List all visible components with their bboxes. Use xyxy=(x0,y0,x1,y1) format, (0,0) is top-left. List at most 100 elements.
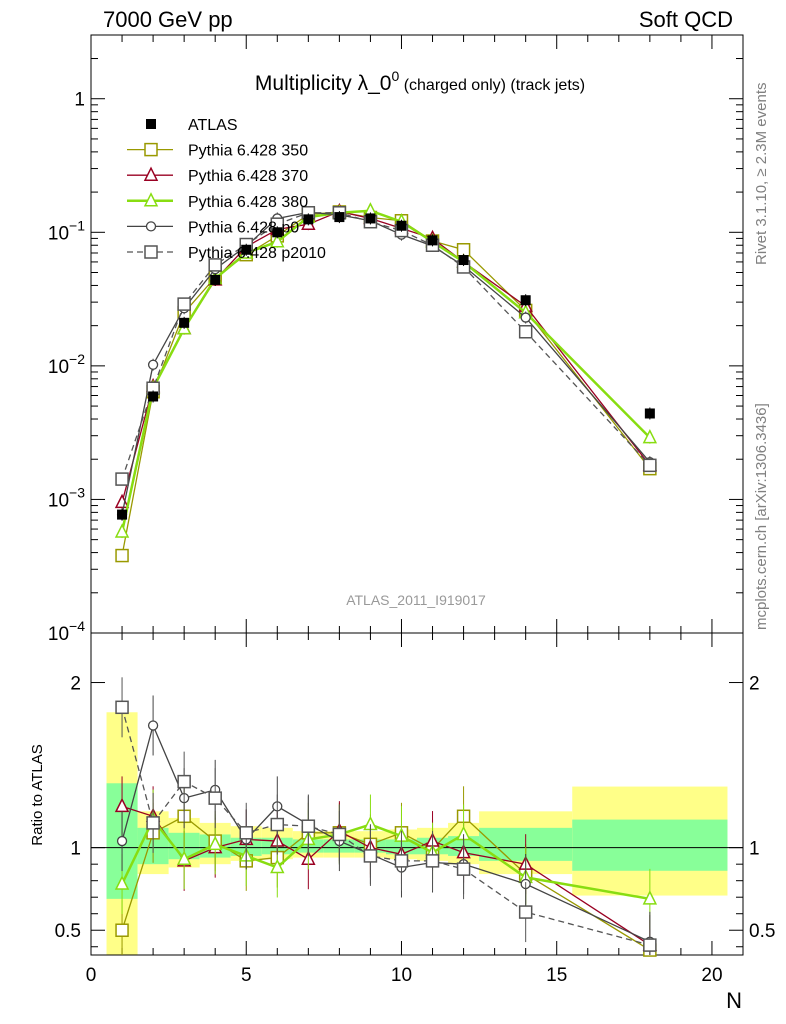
y-tick-label-1: 10−3 xyxy=(48,484,85,511)
series-point-0-2 xyxy=(179,317,190,328)
x-tick-label-4: 20 xyxy=(701,965,722,986)
x-tick-label-3: 15 xyxy=(546,965,567,986)
series-point-0-6 xyxy=(303,214,314,225)
y-tick-label-4: 1 xyxy=(74,90,85,111)
legend-entry-2: Pythia 6.428 370 xyxy=(127,166,308,185)
band-green-13 xyxy=(572,819,728,871)
legend-marker-5 xyxy=(144,245,158,259)
y-tick-label-3: 10−1 xyxy=(48,217,85,244)
ratio-point-5-2 xyxy=(177,774,191,789)
series-point-1-0 xyxy=(115,548,129,563)
title-main: Multiplicity λ_0 xyxy=(255,72,392,95)
x-tick-label-2: 10 xyxy=(391,965,412,986)
legend: ATLAS Pythia 6.428 350 Pythia 6.428 370 Pyt… xyxy=(127,117,326,262)
ratio-point-5-11 xyxy=(456,862,471,876)
legend-entry-1: Pythia 6.428 350 xyxy=(127,143,308,160)
legend-marker-3 xyxy=(143,192,159,207)
series-point-0-13 xyxy=(644,408,655,419)
series-point-0-3 xyxy=(210,274,221,285)
series-point-3-0 xyxy=(114,523,130,538)
ratio-point-3-13 xyxy=(642,890,658,905)
legend-marker-2 xyxy=(143,166,159,181)
legend-entry-3: Pythia 6.428 380 xyxy=(127,192,308,211)
series-point-0-1 xyxy=(148,391,159,402)
chart-title: Multiplicity λ_00 (charged only) (track … xyxy=(255,68,585,95)
ratio-point-5-0 xyxy=(115,700,129,715)
ratio-point-5-1 xyxy=(146,816,160,830)
title-small: (charged only) (track jets) xyxy=(399,77,585,94)
series-point-3-13 xyxy=(642,428,658,444)
ratio-point-5-9 xyxy=(394,854,409,868)
ratio-point-1-0 xyxy=(115,923,129,937)
series-point-5-13 xyxy=(643,458,657,473)
ratio-point-5-8 xyxy=(363,849,378,863)
series-point-4-12 xyxy=(520,312,531,323)
series-point-5-12 xyxy=(518,325,533,339)
legend-marker-4 xyxy=(145,221,157,232)
ratio-tick-label-right-0: 0.5 xyxy=(749,921,775,942)
legend-label-3: Pythia 6.428 380 xyxy=(188,194,308,211)
series-point-5-3 xyxy=(208,258,222,272)
x-axis-label: N xyxy=(726,988,742,1013)
ratio-point-5-7 xyxy=(332,827,347,842)
series-point-0-12 xyxy=(520,295,531,306)
series-point-5-2 xyxy=(177,297,191,311)
ratio-line-2 xyxy=(121,805,651,946)
series-point-4-1 xyxy=(147,359,159,370)
y-tick-label-2: 10−2 xyxy=(48,351,85,378)
series-point-0-4 xyxy=(241,244,252,255)
ratio-tick-label-right-1: 1 xyxy=(749,839,760,860)
legend-label-0: ATLAS xyxy=(188,117,238,134)
ratio-point-5-6 xyxy=(301,819,316,833)
series-point-0-0 xyxy=(117,509,128,520)
watermark: ATLAS_2011_I919017 xyxy=(346,592,486,608)
series-point-3-5 xyxy=(270,233,285,248)
ratio-point-3-3 xyxy=(207,835,223,851)
ratio-tick-label-left-2: 2 xyxy=(70,674,81,695)
x-tick-label-1: 5 xyxy=(241,965,252,986)
side-label-bottom: mcplots.cern.ch [arXiv:1306.3436] xyxy=(753,403,770,630)
ratio-point-5-13 xyxy=(643,938,657,952)
legend-entry-0: ATLAS xyxy=(146,117,238,134)
series-point-0-9 xyxy=(396,220,407,231)
ratio-series xyxy=(114,677,658,957)
ratio-point-5-5 xyxy=(270,817,285,832)
title-sup: 0 xyxy=(391,68,399,84)
ratio-point-4-0 xyxy=(116,835,128,847)
legend-marker-1 xyxy=(144,142,158,157)
legend-entry-5: Pythia 6.428 p2010 xyxy=(127,245,326,262)
ratio-axes: 0.5 0.51 12 20 5 10 15 20 xyxy=(55,632,775,986)
ratio-point-5-3 xyxy=(208,791,222,805)
side-label-top: Rivet 3.1.10, ≥ 2.3M events xyxy=(753,83,770,266)
header-left: 7000 GeV pp xyxy=(103,7,233,32)
series-point-0-8 xyxy=(365,213,376,224)
ratio-point-5-4 xyxy=(239,826,253,840)
ratio-tick-label-left-0: 0.5 xyxy=(55,921,81,942)
ratio-point-3-2 xyxy=(176,850,192,865)
series-line-1 xyxy=(121,211,651,556)
ratio-series-5 xyxy=(115,677,657,955)
series-0 xyxy=(117,211,655,521)
ratio-point-3-5 xyxy=(270,858,285,874)
legend-marker-0 xyxy=(146,119,156,129)
series-point-0-11 xyxy=(458,255,469,266)
legend-entry-4: Pythia 6.428 p0 xyxy=(127,219,299,236)
x-tick-label-0: 0 xyxy=(86,965,97,986)
ratio-bands xyxy=(106,712,728,955)
legend-label-1: Pythia 6.428 350 xyxy=(188,143,308,160)
ratio-point-4-1 xyxy=(147,720,159,731)
ratio-point-5-10 xyxy=(425,854,440,868)
legend-label-5: Pythia 6.428 p2010 xyxy=(188,245,326,262)
ratio-tick-label-right-2: 2 xyxy=(749,674,760,695)
y-tick-label-0: 10−4 xyxy=(48,618,85,645)
ratio-point-5-12 xyxy=(518,905,533,919)
ratio-axis-label: Ratio to ATLAS xyxy=(29,744,46,845)
ratio-frame xyxy=(90,632,744,956)
series-point-0-5 xyxy=(272,227,283,238)
legend-label-4: Pythia 6.428 p0 xyxy=(188,219,299,236)
ratio-tick-label-left-1: 1 xyxy=(70,839,81,860)
ratio-point-3-0 xyxy=(114,875,130,890)
series-point-0-10 xyxy=(427,235,438,246)
series-line-3 xyxy=(120,209,651,533)
